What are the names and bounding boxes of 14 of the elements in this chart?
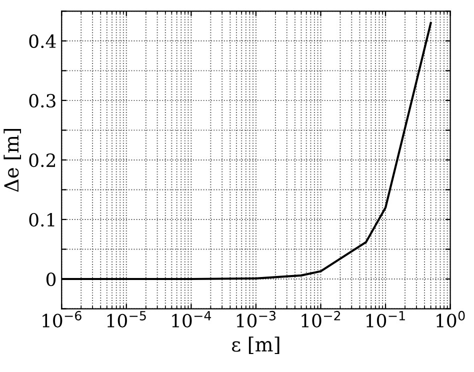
- x-tick-label: 10$^{−5}$: [107, 311, 146, 328]
- x-axis-title: ε [m]: [232, 336, 280, 354]
- x-tick-label: 10$^{0}$: [436, 310, 465, 328]
- x-tick-label: 10$^{−4}$: [172, 311, 212, 328]
- x-tick-label: 10$^{−1}$: [366, 311, 405, 328]
- x-tick-label: 10$^{−2}$: [302, 310, 340, 328]
- y-tick-label: 0.2: [29, 153, 55, 168]
- y-tick-label: 0.1: [29, 212, 54, 227]
- y-tick-label: 0: [46, 272, 56, 286]
- x-tick-label: 10$^{−6}$: [42, 310, 82, 328]
- y-tick-label: 0.3: [29, 94, 56, 108]
- x-tick-label: 10$^{−3}$: [236, 310, 276, 328]
- y-tick-label: 0.4: [29, 34, 56, 48]
- y-axis-title: Δe [m]: [4, 128, 22, 192]
